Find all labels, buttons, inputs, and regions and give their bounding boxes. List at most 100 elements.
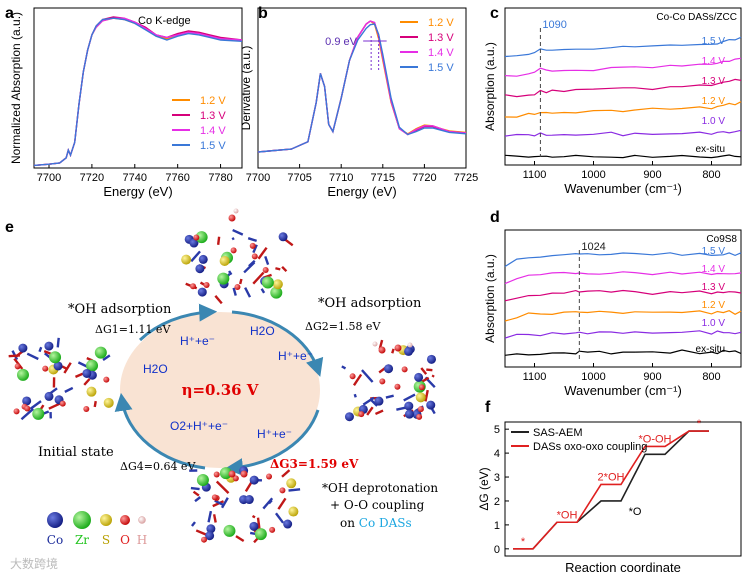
atom [103,397,114,408]
x-tick-label: 7700 [37,172,61,184]
atom [404,401,414,411]
y-axis-label: Derivative (a.u.) [239,46,253,131]
bond [235,535,245,543]
plot-frame [504,421,742,557]
series-line-15V [33,17,243,167]
legend-zr-ball [73,511,91,529]
bond [369,397,378,407]
bond [431,408,436,415]
atom [53,361,63,371]
atom [181,254,192,265]
adsorbate-h [372,341,378,347]
panel-a-letter: a [5,5,14,22]
bond [61,365,67,370]
atom [22,396,32,406]
x-tick-label: 7780 [208,172,232,184]
legend-label: 1.2 V [200,95,226,107]
spectrum-12V [504,101,742,118]
structure-top [181,228,294,305]
bond [277,497,287,510]
spectrum-14V [504,271,742,285]
atom [206,524,216,534]
atom-o [213,471,220,478]
y-axis-label: ΔG (eV) [477,467,491,510]
legend-h-ball [138,516,146,524]
atom [49,351,62,364]
step1-title: *OH adsorption [68,302,172,317]
bond [83,378,91,386]
atom-o [211,494,218,501]
step-label: * [521,536,526,548]
bond [403,393,416,402]
structure-left [8,337,114,421]
bond [251,514,256,519]
bond [48,402,61,410]
x-tick-label: 900 [643,169,661,181]
atom [272,279,283,290]
bond [252,244,258,254]
atom-o [417,406,424,413]
deprot-line3: on Co DASs [340,516,412,530]
marker-label: 1090 [542,19,566,31]
atom [244,495,254,505]
atom [217,272,230,285]
step-label: 2*OH [598,471,625,483]
atom-o [232,475,239,482]
deprot-line1: *OH deprotonation [322,481,438,495]
atom [426,400,436,410]
bond [275,267,281,271]
atom [286,478,297,489]
bond [374,409,384,416]
atom [249,475,259,485]
step4-dg: ΔG4=0.64 eV [120,460,196,473]
y-tick-label: 4 [494,448,500,460]
bond [341,365,347,370]
atom-o [358,411,365,418]
atomic-structures [8,208,436,544]
atom-o [201,536,208,543]
panel-e-letter: e [5,219,14,236]
bond [260,288,266,294]
legend-label: 1.4 V [428,47,454,59]
spectrum-10V [504,129,742,137]
atom-o [13,408,20,415]
bond [361,369,374,383]
legend-label: 1.4 V [200,125,226,137]
atom [198,254,208,264]
atom-o [234,284,241,291]
atom-o [279,487,286,494]
step-label-sas: *O [629,506,642,518]
spectrum-12V [504,310,742,322]
chart-title: Co9S8 [706,234,737,245]
bond [275,512,285,524]
step-label: *O-OH [639,433,672,445]
step-label: * [697,418,702,430]
atom-o [249,242,256,249]
overpotential-label: η=0.36 V [182,381,259,399]
atom [404,409,414,419]
x-tick-label: 7715 [371,172,395,184]
bond [192,490,200,497]
bond [424,389,429,402]
cycle-ellipse [120,312,320,468]
atom [426,354,436,364]
atom-o [83,406,90,413]
legend-o-ball [120,515,130,525]
atom [223,524,236,537]
atom [384,364,394,374]
atom [404,346,414,356]
atom [86,386,97,397]
bond [420,367,428,375]
atom-o [379,378,386,385]
x-tick-label: 800 [702,371,720,383]
legend-label: 1.3 V [428,32,454,44]
legend-o-label: O [120,533,130,547]
plot-frame [33,7,243,169]
atom [414,372,424,382]
atom [44,391,54,401]
spectrum-label: 1.0 V [702,318,726,329]
panel-b-letter: b [258,5,268,22]
chart-b: 7700 7705 7710 7715 7720 7725 Energy (eV) Deriv… [239,7,478,199]
legend-s-ball [100,514,112,526]
bond [244,287,252,298]
